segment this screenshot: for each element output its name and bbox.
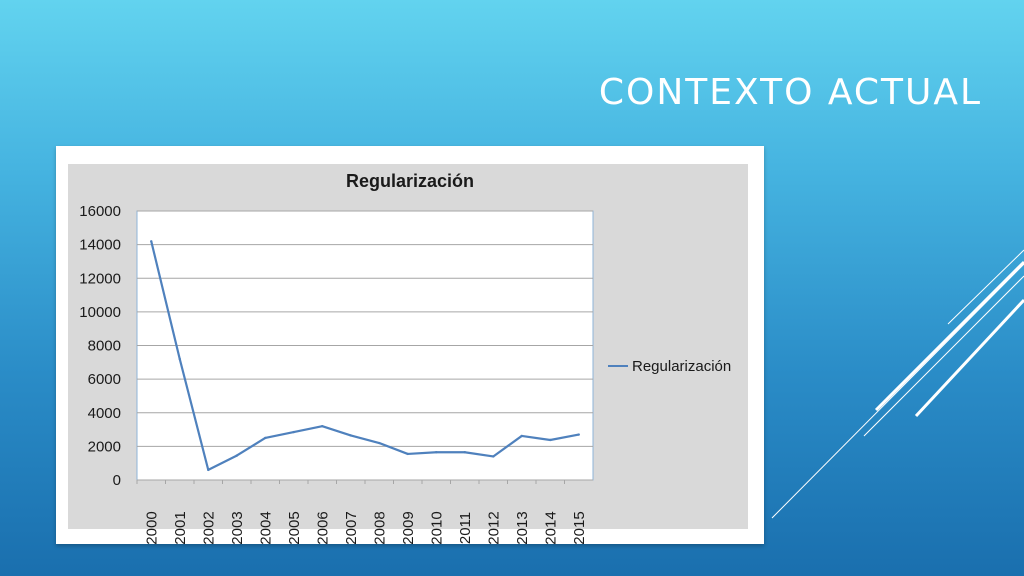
x-tick-label: 2002 bbox=[200, 511, 217, 544]
x-tick-label: 2005 bbox=[286, 511, 303, 544]
data-point bbox=[150, 240, 153, 243]
x-tick-label: 2007 bbox=[343, 511, 360, 544]
data-point bbox=[463, 451, 466, 454]
data-point bbox=[549, 438, 552, 442]
data-point bbox=[178, 357, 181, 361]
data-point bbox=[435, 451, 438, 454]
legend-label: Regularización bbox=[632, 358, 731, 375]
data-point bbox=[406, 452, 409, 456]
chart-title: Regularización bbox=[346, 171, 474, 191]
y-tick-label: 12000 bbox=[79, 270, 121, 287]
data-point bbox=[492, 455, 495, 458]
data-point bbox=[520, 434, 523, 438]
y-tick-label: 16000 bbox=[79, 203, 121, 220]
x-tick-label: 2014 bbox=[542, 511, 559, 544]
x-tick-label: 2015 bbox=[571, 511, 588, 544]
line-chart: 0 2000 4000 6000 8000 10000 12000 14000 16000 20… bbox=[68, 164, 748, 544]
y-tick-label: 10000 bbox=[79, 304, 121, 321]
x-tick-label: 2013 bbox=[514, 511, 531, 544]
y-tick-label: 6000 bbox=[88, 371, 121, 388]
x-axis-ticks: 2000 2001 2002 2003 2004 2005 2006 2007 2008 2009… bbox=[136, 480, 588, 544]
x-tick-label: 2009 bbox=[400, 511, 417, 544]
y-tick-label: 0 bbox=[113, 472, 121, 489]
y-tick-label: 14000 bbox=[79, 237, 121, 254]
data-point bbox=[577, 433, 580, 436]
y-tick-label: 4000 bbox=[88, 405, 121, 422]
data-point bbox=[235, 454, 238, 457]
data-point bbox=[378, 441, 381, 445]
x-tick-label: 2000 bbox=[143, 511, 160, 544]
slide-title: CONTEXTO ACTUAL bbox=[598, 72, 982, 113]
y-tick-label: 8000 bbox=[88, 338, 121, 355]
series-line bbox=[150, 241, 579, 472]
x-tick-label: 2012 bbox=[485, 511, 502, 544]
series-layer bbox=[150, 240, 580, 472]
x-tick-label: 2001 bbox=[172, 511, 189, 544]
x-tick-label: 2011 bbox=[457, 512, 474, 544]
data-point bbox=[321, 425, 324, 428]
data-point bbox=[349, 434, 352, 437]
x-tick-label: 2008 bbox=[371, 511, 388, 544]
x-tick-label: 2010 bbox=[428, 511, 445, 544]
x-tick-label: 2003 bbox=[229, 511, 246, 544]
y-axis-ticks: 0 2000 4000 6000 8000 10000 12000 14000 16000 bbox=[79, 203, 121, 489]
data-point bbox=[292, 430, 295, 434]
x-tick-label: 2004 bbox=[257, 511, 274, 544]
x-tick-label: 2006 bbox=[314, 511, 331, 544]
data-point bbox=[207, 468, 210, 472]
chart-frame: 0 2000 4000 6000 8000 10000 12000 14000 16000 20… bbox=[56, 146, 764, 544]
legend: Regularización bbox=[608, 358, 731, 375]
data-point bbox=[264, 436, 267, 440]
y-tick-label: 2000 bbox=[88, 438, 121, 455]
